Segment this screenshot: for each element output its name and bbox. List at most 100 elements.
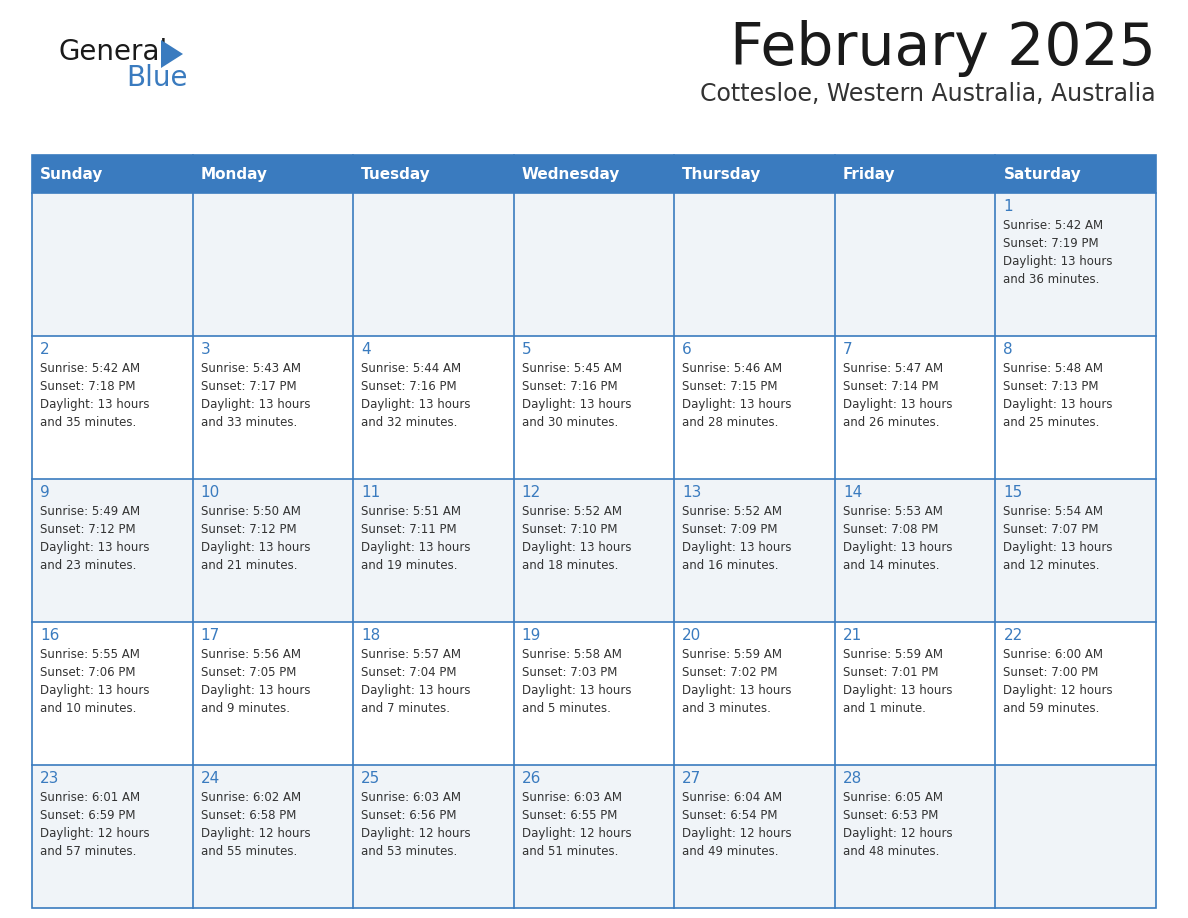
Text: Sunrise: 5:56 AM
Sunset: 7:05 PM
Daylight: 13 hours
and 9 minutes.: Sunrise: 5:56 AM Sunset: 7:05 PM Dayligh… <box>201 648 310 715</box>
Text: 20: 20 <box>682 628 702 643</box>
Text: Sunrise: 5:42 AM
Sunset: 7:18 PM
Daylight: 13 hours
and 35 minutes.: Sunrise: 5:42 AM Sunset: 7:18 PM Dayligh… <box>40 362 150 429</box>
Bar <box>513 336 675 479</box>
Text: 1: 1 <box>1004 199 1013 214</box>
Text: 11: 11 <box>361 485 380 500</box>
Text: Sunrise: 5:45 AM
Sunset: 7:16 PM
Daylight: 13 hours
and 30 minutes.: Sunrise: 5:45 AM Sunset: 7:16 PM Dayligh… <box>522 362 631 429</box>
Text: Friday: Friday <box>842 166 896 182</box>
Text: Sunrise: 5:59 AM
Sunset: 7:02 PM
Daylight: 13 hours
and 3 minutes.: Sunrise: 5:59 AM Sunset: 7:02 PM Dayligh… <box>682 648 791 715</box>
Bar <box>675 155 835 193</box>
Bar <box>32 336 192 479</box>
Text: Sunrise: 5:42 AM
Sunset: 7:19 PM
Daylight: 13 hours
and 36 minutes.: Sunrise: 5:42 AM Sunset: 7:19 PM Dayligh… <box>1004 219 1113 286</box>
Text: Sunrise: 5:52 AM
Sunset: 7:09 PM
Daylight: 13 hours
and 16 minutes.: Sunrise: 5:52 AM Sunset: 7:09 PM Dayligh… <box>682 505 791 572</box>
Bar <box>675 622 835 765</box>
Text: Sunrise: 5:53 AM
Sunset: 7:08 PM
Daylight: 13 hours
and 14 minutes.: Sunrise: 5:53 AM Sunset: 7:08 PM Dayligh… <box>842 505 953 572</box>
Bar <box>353 336 513 479</box>
Text: 4: 4 <box>361 342 371 357</box>
Text: Sunrise: 5:55 AM
Sunset: 7:06 PM
Daylight: 13 hours
and 10 minutes.: Sunrise: 5:55 AM Sunset: 7:06 PM Dayligh… <box>40 648 150 715</box>
Bar <box>32 622 192 765</box>
Bar <box>835 336 996 479</box>
Bar <box>513 765 675 908</box>
Text: 3: 3 <box>201 342 210 357</box>
Bar <box>192 622 353 765</box>
Text: 16: 16 <box>40 628 59 643</box>
Text: Sunrise: 5:44 AM
Sunset: 7:16 PM
Daylight: 13 hours
and 32 minutes.: Sunrise: 5:44 AM Sunset: 7:16 PM Dayligh… <box>361 362 470 429</box>
Bar <box>32 155 192 193</box>
Text: 25: 25 <box>361 771 380 786</box>
Bar <box>32 479 192 622</box>
Text: Saturday: Saturday <box>1004 166 1081 182</box>
Bar <box>353 479 513 622</box>
Text: Sunrise: 5:54 AM
Sunset: 7:07 PM
Daylight: 13 hours
and 12 minutes.: Sunrise: 5:54 AM Sunset: 7:07 PM Dayligh… <box>1004 505 1113 572</box>
Bar <box>513 479 675 622</box>
Text: 8: 8 <box>1004 342 1013 357</box>
Bar <box>32 193 192 336</box>
Bar <box>353 193 513 336</box>
Text: 24: 24 <box>201 771 220 786</box>
Bar <box>835 622 996 765</box>
Bar <box>353 765 513 908</box>
Text: February 2025: February 2025 <box>731 20 1156 77</box>
Text: 26: 26 <box>522 771 541 786</box>
Text: Wednesday: Wednesday <box>522 166 620 182</box>
Bar <box>675 765 835 908</box>
Text: 18: 18 <box>361 628 380 643</box>
Text: Sunrise: 6:03 AM
Sunset: 6:55 PM
Daylight: 12 hours
and 51 minutes.: Sunrise: 6:03 AM Sunset: 6:55 PM Dayligh… <box>522 791 631 858</box>
Text: 10: 10 <box>201 485 220 500</box>
Text: 6: 6 <box>682 342 693 357</box>
Bar <box>996 193 1156 336</box>
Text: Sunrise: 5:43 AM
Sunset: 7:17 PM
Daylight: 13 hours
and 33 minutes.: Sunrise: 5:43 AM Sunset: 7:17 PM Dayligh… <box>201 362 310 429</box>
Text: 28: 28 <box>842 771 862 786</box>
Text: Blue: Blue <box>126 64 188 92</box>
Text: Sunrise: 6:02 AM
Sunset: 6:58 PM
Daylight: 12 hours
and 55 minutes.: Sunrise: 6:02 AM Sunset: 6:58 PM Dayligh… <box>201 791 310 858</box>
Text: 15: 15 <box>1004 485 1023 500</box>
Text: Sunrise: 5:57 AM
Sunset: 7:04 PM
Daylight: 13 hours
and 7 minutes.: Sunrise: 5:57 AM Sunset: 7:04 PM Dayligh… <box>361 648 470 715</box>
Bar <box>996 765 1156 908</box>
Bar <box>996 155 1156 193</box>
Text: Monday: Monday <box>201 166 267 182</box>
Text: 2: 2 <box>40 342 50 357</box>
Bar <box>353 622 513 765</box>
Bar <box>675 479 835 622</box>
Bar <box>835 765 996 908</box>
Bar <box>32 155 1156 908</box>
Bar <box>835 193 996 336</box>
Bar <box>835 479 996 622</box>
Text: 23: 23 <box>40 771 59 786</box>
Bar <box>32 765 192 908</box>
Text: Thursday: Thursday <box>682 166 762 182</box>
Text: Sunrise: 5:48 AM
Sunset: 7:13 PM
Daylight: 13 hours
and 25 minutes.: Sunrise: 5:48 AM Sunset: 7:13 PM Dayligh… <box>1004 362 1113 429</box>
Text: 5: 5 <box>522 342 531 357</box>
Text: Sunrise: 6:05 AM
Sunset: 6:53 PM
Daylight: 12 hours
and 48 minutes.: Sunrise: 6:05 AM Sunset: 6:53 PM Dayligh… <box>842 791 953 858</box>
Text: Sunrise: 5:49 AM
Sunset: 7:12 PM
Daylight: 13 hours
and 23 minutes.: Sunrise: 5:49 AM Sunset: 7:12 PM Dayligh… <box>40 505 150 572</box>
Bar <box>835 155 996 193</box>
Text: Sunrise: 6:03 AM
Sunset: 6:56 PM
Daylight: 12 hours
and 53 minutes.: Sunrise: 6:03 AM Sunset: 6:56 PM Dayligh… <box>361 791 470 858</box>
Text: 12: 12 <box>522 485 541 500</box>
Text: Sunrise: 5:58 AM
Sunset: 7:03 PM
Daylight: 13 hours
and 5 minutes.: Sunrise: 5:58 AM Sunset: 7:03 PM Dayligh… <box>522 648 631 715</box>
Bar <box>996 622 1156 765</box>
Text: 13: 13 <box>682 485 702 500</box>
Bar <box>513 193 675 336</box>
Bar <box>192 479 353 622</box>
Text: 14: 14 <box>842 485 862 500</box>
Text: 27: 27 <box>682 771 702 786</box>
Text: Sunrise: 5:51 AM
Sunset: 7:11 PM
Daylight: 13 hours
and 19 minutes.: Sunrise: 5:51 AM Sunset: 7:11 PM Dayligh… <box>361 505 470 572</box>
Bar <box>675 336 835 479</box>
Bar <box>513 622 675 765</box>
Text: Cottesloe, Western Australia, Australia: Cottesloe, Western Australia, Australia <box>701 82 1156 106</box>
Text: Sunrise: 6:04 AM
Sunset: 6:54 PM
Daylight: 12 hours
and 49 minutes.: Sunrise: 6:04 AM Sunset: 6:54 PM Dayligh… <box>682 791 792 858</box>
Text: Sunrise: 5:46 AM
Sunset: 7:15 PM
Daylight: 13 hours
and 28 minutes.: Sunrise: 5:46 AM Sunset: 7:15 PM Dayligh… <box>682 362 791 429</box>
Text: Sunrise: 5:50 AM
Sunset: 7:12 PM
Daylight: 13 hours
and 21 minutes.: Sunrise: 5:50 AM Sunset: 7:12 PM Dayligh… <box>201 505 310 572</box>
Text: 7: 7 <box>842 342 853 357</box>
Text: 9: 9 <box>40 485 50 500</box>
Text: Sunday: Sunday <box>40 166 103 182</box>
Text: 21: 21 <box>842 628 862 643</box>
Text: Tuesday: Tuesday <box>361 166 431 182</box>
Text: General: General <box>58 38 168 66</box>
Bar <box>192 336 353 479</box>
Bar <box>192 155 353 193</box>
Polygon shape <box>162 40 183 68</box>
Bar <box>192 193 353 336</box>
Bar <box>353 155 513 193</box>
Bar <box>513 155 675 193</box>
Bar <box>675 193 835 336</box>
